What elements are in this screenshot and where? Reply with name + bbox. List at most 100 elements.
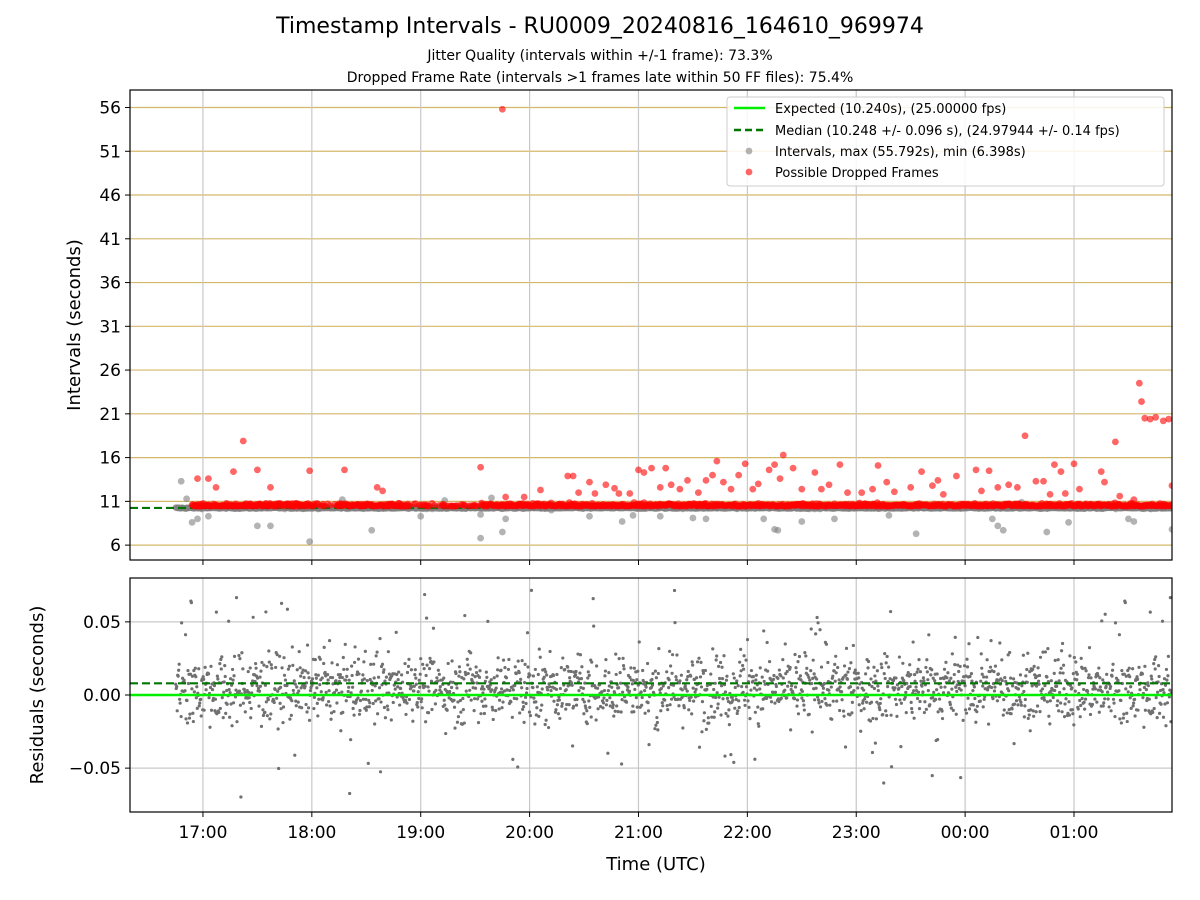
- residual-point: [777, 668, 781, 672]
- residual-point: [612, 714, 616, 718]
- residual-point: [739, 647, 743, 651]
- residual-point: [1125, 719, 1129, 724]
- residual-point: [1004, 679, 1008, 683]
- residual-point: [910, 707, 914, 711]
- residual-point: [928, 703, 932, 707]
- residual-point: [256, 686, 261, 690]
- residual-point: [850, 700, 854, 704]
- residual-point: [1059, 666, 1063, 670]
- intervals-ytick-label: 6: [110, 536, 121, 556]
- residual-point: [381, 670, 386, 674]
- residual-point: [248, 700, 252, 705]
- residual-point: [510, 715, 514, 719]
- residual-point: [1082, 687, 1086, 692]
- interval-point: [760, 515, 768, 523]
- residual-point: [816, 698, 821, 702]
- residual-point: [540, 703, 544, 707]
- residual-point: [936, 710, 940, 714]
- dropped-frame-point: [869, 485, 876, 493]
- residual-point: [1070, 708, 1074, 712]
- residual-point: [533, 667, 537, 672]
- residual-point: [1074, 660, 1078, 664]
- residual-point: [227, 619, 231, 623]
- residual-point: [1168, 688, 1172, 692]
- residual-point: [220, 655, 224, 659]
- residual-point: [976, 635, 980, 640]
- dropped-frame-point: [564, 472, 572, 480]
- residual-point: [702, 711, 707, 715]
- residual-point: [656, 671, 660, 676]
- residual-point: [883, 676, 887, 681]
- residual-point: [176, 674, 180, 678]
- residual-point: [539, 708, 543, 712]
- residual-point: [913, 679, 917, 683]
- residual-point: [352, 713, 356, 717]
- residual-point: [266, 698, 270, 702]
- residual-point: [841, 709, 846, 713]
- residual-point: [754, 673, 758, 677]
- residual-point: [963, 708, 968, 712]
- residual-point: [294, 699, 298, 703]
- residual-point: [1110, 674, 1114, 678]
- residual-point: [228, 715, 232, 719]
- residual-point: [641, 668, 645, 673]
- residual-point: [578, 671, 582, 675]
- residual-point: [206, 672, 211, 676]
- residual-point: [329, 717, 333, 721]
- residual-point: [515, 697, 519, 701]
- residual-point: [701, 668, 705, 673]
- residual-point: [714, 658, 718, 662]
- residual-point: [861, 701, 865, 705]
- residual-point: [845, 677, 850, 681]
- dropped-frame-point: [985, 467, 993, 475]
- residual-point: [812, 672, 816, 676]
- residual-point: [191, 711, 195, 715]
- residual-point: [275, 652, 279, 657]
- residual-point: [958, 664, 962, 669]
- dropped-frame-point: [477, 463, 484, 471]
- residual-point: [581, 697, 585, 701]
- residual-point: [246, 669, 250, 674]
- residual-point: [1128, 696, 1132, 700]
- residual-point: [1002, 708, 1006, 712]
- residual-point: [591, 597, 595, 601]
- residual-point: [346, 689, 350, 694]
- residual-point: [330, 675, 335, 680]
- residual-point: [643, 711, 647, 715]
- residual-point: [294, 704, 298, 708]
- residual-point: [661, 684, 665, 688]
- residual-point: [1078, 715, 1082, 719]
- residual-point: [935, 672, 939, 676]
- residual-point: [634, 696, 638, 700]
- residual-point: [1063, 702, 1067, 706]
- residual-point: [903, 695, 907, 699]
- residual-point: [492, 676, 496, 680]
- residual-point: [242, 687, 246, 691]
- residual-point: [202, 677, 206, 681]
- residual-point: [243, 710, 247, 714]
- residual-point: [223, 664, 227, 668]
- residual-point: [1107, 705, 1111, 709]
- residual-point: [875, 669, 879, 673]
- residual-point: [421, 662, 425, 667]
- residual-point: [219, 657, 223, 662]
- residual-point: [717, 664, 721, 668]
- residual-point: [371, 701, 375, 706]
- time-xtick-label: 17:00: [178, 823, 227, 843]
- residual-point: [1049, 689, 1053, 693]
- residual-point: [207, 696, 211, 700]
- residual-point: [1113, 621, 1118, 625]
- residual-point: [872, 665, 876, 669]
- residual-point: [469, 651, 473, 655]
- residual-point: [251, 615, 255, 619]
- residual-point: [452, 705, 457, 709]
- residual-point: [595, 686, 600, 690]
- residual-point: [908, 684, 912, 689]
- residual-point: [665, 703, 669, 708]
- residual-point: [1120, 668, 1124, 673]
- dropped-frame-point: [1130, 496, 1138, 504]
- residual-point: [194, 696, 198, 700]
- residual-point: [464, 689, 468, 693]
- residual-point: [198, 701, 202, 705]
- residual-point: [334, 688, 339, 692]
